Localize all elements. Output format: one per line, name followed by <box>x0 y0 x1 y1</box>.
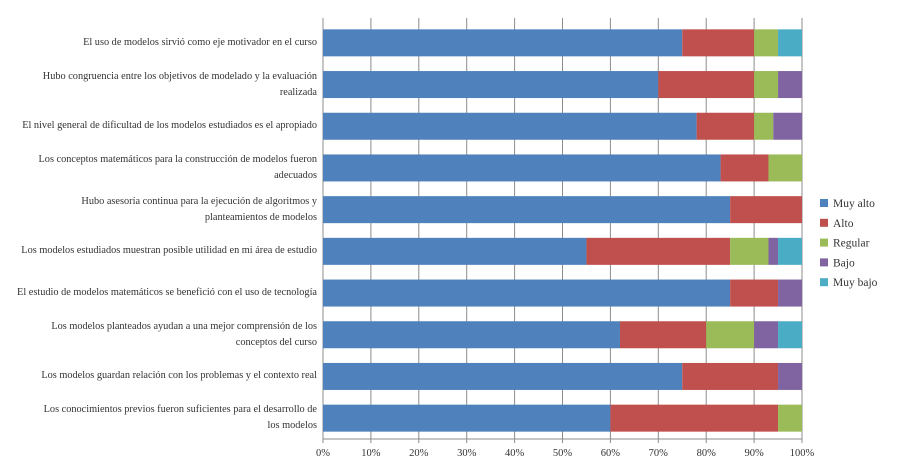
bar-bajo <box>754 321 779 349</box>
legend-swatch <box>820 199 828 207</box>
bar-alto <box>682 362 779 390</box>
bar-muy-alto <box>323 279 731 307</box>
x-tick-label: 80% <box>697 448 717 459</box>
bar-bajo <box>773 112 802 140</box>
bar-regular <box>754 71 779 99</box>
legend-swatch <box>820 218 828 227</box>
category-label: El estudio de modelos matemáticos se ben… <box>17 287 317 299</box>
bar-muy-bajo <box>778 29 802 57</box>
bar-bajo <box>778 279 802 307</box>
bar-alto <box>730 196 802 224</box>
bar-regular <box>768 154 802 182</box>
bar-muy-alto <box>323 321 620 349</box>
legend-label: Muy bajo <box>833 277 878 289</box>
x-tick-label: 40% <box>505 448 525 459</box>
bar-muy-alto <box>323 154 721 182</box>
x-tick-label: 30% <box>457 448 477 459</box>
bar-alto <box>682 29 755 57</box>
bar-muy-alto <box>323 112 697 140</box>
bar-regular <box>754 112 774 140</box>
category-label: Los modelos estudiados muestran posible … <box>21 245 317 257</box>
bar-regular <box>730 237 769 265</box>
legend-label: Alto <box>833 218 854 230</box>
bar-muy-alto <box>323 196 731 224</box>
bar-muy-alto <box>323 362 683 390</box>
legend-label: Regular <box>833 238 870 250</box>
bar-muy-alto <box>323 29 683 57</box>
category-label: El nivel general de dificultad de los mo… <box>22 120 317 132</box>
bar-alto <box>730 279 779 307</box>
bar-muy-alto <box>323 71 659 99</box>
bar-regular <box>706 321 755 349</box>
x-tick-label: 70% <box>649 448 669 459</box>
bar-alto <box>720 154 769 182</box>
bar-alto <box>696 112 755 140</box>
bar-bajo <box>778 71 802 99</box>
x-tick-label: 20% <box>409 448 429 459</box>
category-label: Los modelos planteados ayudan a una mejo… <box>51 320 317 348</box>
bar-muy-bajo <box>778 321 802 349</box>
bar-muy-bajo <box>778 237 802 265</box>
category-label: Los conocimientos previos fueron suficie… <box>43 404 317 432</box>
x-tick-label: 100% <box>790 448 815 459</box>
bar-regular <box>754 29 779 57</box>
x-tick-label: 60% <box>601 448 621 459</box>
bar-alto <box>586 237 731 265</box>
legend-label: Bajo <box>833 257 855 269</box>
bar-bajo <box>768 237 779 265</box>
bar-alto <box>610 404 779 432</box>
bar-muy-alto <box>323 404 611 432</box>
category-label: El uso de modelos sirvió como eje motiva… <box>83 36 317 48</box>
bar-alto <box>658 71 755 99</box>
legend-swatch <box>820 278 828 287</box>
bar-regular <box>778 404 802 432</box>
category-label: Hubo asesoría continua para la ejecución… <box>81 195 317 223</box>
legend-swatch <box>820 238 828 247</box>
legend-swatch <box>820 258 828 267</box>
category-label: Los conceptos matemáticos para la constr… <box>38 153 318 181</box>
x-tick-label: 90% <box>744 448 764 459</box>
x-tick-label: 50% <box>553 448 573 459</box>
bar-bajo <box>778 362 802 390</box>
category-label: Hubo congruencia entre los objetivos de … <box>42 70 317 98</box>
x-tick-label: 0% <box>316 448 330 459</box>
category-label: Los modelos guardan relación con los pro… <box>41 370 317 382</box>
legend-label: Muy alto <box>833 198 875 210</box>
x-tick-label: 10% <box>361 448 381 459</box>
bar-alto <box>619 321 707 349</box>
bar-muy-alto <box>323 237 587 265</box>
